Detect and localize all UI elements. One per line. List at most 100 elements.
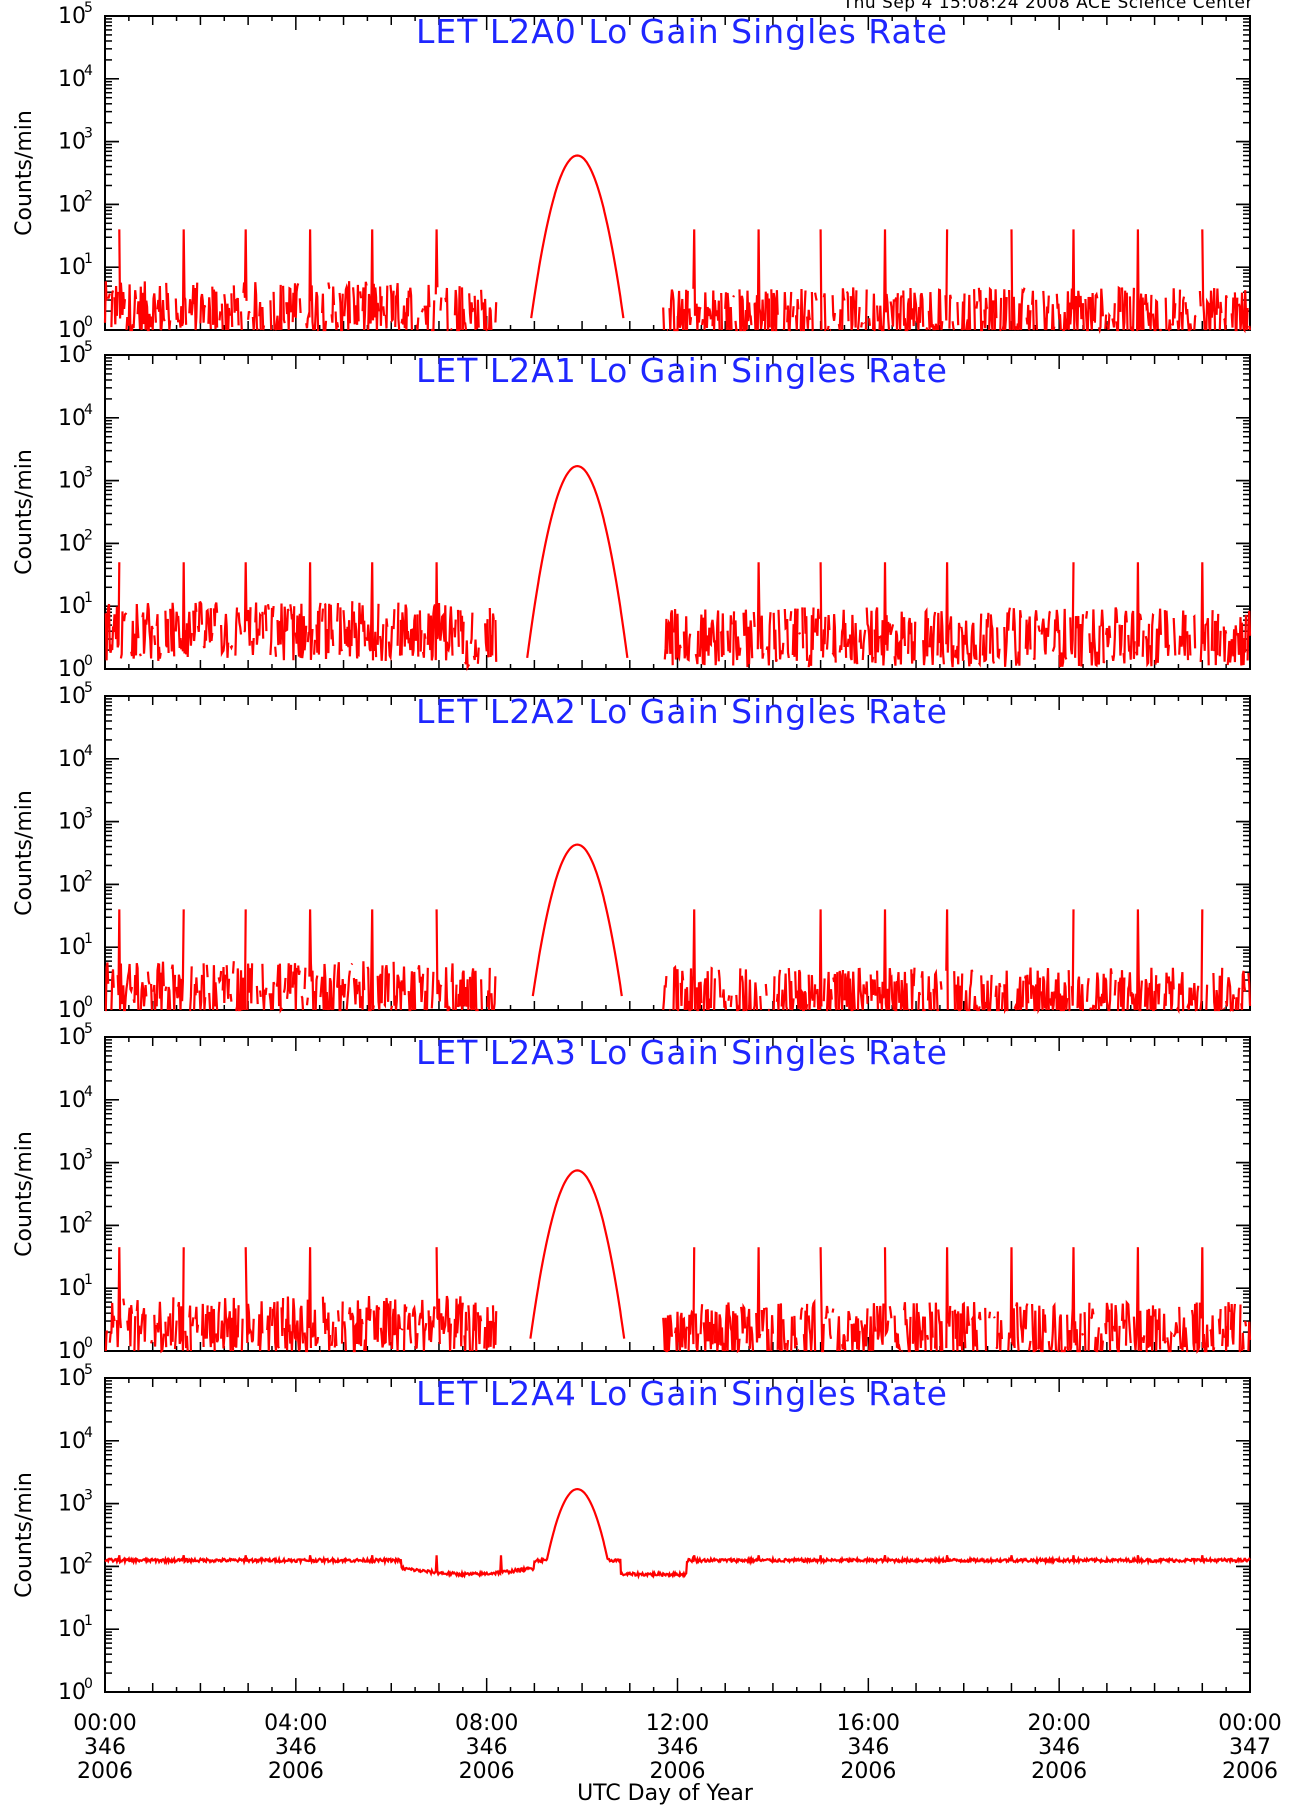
- y-tick-label: 10: [58, 469, 86, 494]
- y-tick-label: 10: [58, 1366, 86, 1391]
- y-tick-label: 10: [58, 747, 86, 772]
- y-tick-label: 10: [58, 657, 86, 682]
- x-tick-doy: 346: [466, 1735, 508, 1760]
- y-tick-exponent: 1: [84, 590, 93, 606]
- y-tick-label: 10: [58, 1554, 86, 1579]
- x-tick-time: 20:00: [1027, 1711, 1090, 1736]
- y-tick-exponent: 0: [84, 1676, 93, 1692]
- y-tick-label: 10: [58, 998, 86, 1023]
- y-tick-label: 10: [58, 343, 86, 368]
- x-tick-year: 2006: [77, 1759, 133, 1784]
- y-tick-exponent: 0: [84, 653, 93, 669]
- y-tick-exponent: 3: [84, 1147, 93, 1163]
- x-tick-year: 2006: [459, 1759, 515, 1784]
- x-tick-doy: 346: [84, 1735, 126, 1760]
- y-tick-exponent: 2: [84, 1209, 93, 1225]
- y-tick-exponent: 1: [84, 251, 93, 267]
- y-tick-label: 10: [58, 255, 86, 280]
- y-axis-label: Counts/min: [12, 449, 37, 575]
- y-tick-exponent: 2: [84, 868, 93, 884]
- y-tick-exponent: 2: [84, 527, 93, 543]
- x-tick-doy: 346: [1038, 1735, 1080, 1760]
- panel-title: LET L2A3 Lo Gain Singles Rate: [416, 1033, 948, 1072]
- y-tick-label: 10: [58, 1213, 86, 1238]
- y-tick-label: 10: [58, 1025, 86, 1050]
- y-tick-exponent: 1: [84, 931, 93, 947]
- y-tick-exponent: 5: [84, 1362, 93, 1378]
- plot-frame: [104, 695, 1251, 1011]
- x-tick-year: 2006: [840, 1759, 896, 1784]
- y-axis-label: Counts/min: [12, 1472, 37, 1598]
- y-tick-exponent: 3: [84, 126, 93, 142]
- x-tick-time: 16:00: [837, 1711, 900, 1736]
- y-tick-label: 10: [58, 1680, 86, 1705]
- y-tick-exponent: 5: [84, 0, 93, 16]
- y-tick-exponent: 2: [84, 1550, 93, 1566]
- y-tick-label: 10: [58, 810, 86, 835]
- y-tick-label: 10: [58, 130, 86, 155]
- y-tick-exponent: 4: [84, 743, 93, 759]
- y-tick-label: 10: [58, 935, 86, 960]
- y-tick-label: 10: [58, 1339, 86, 1364]
- x-axis-label: UTC Day of Year: [577, 1781, 754, 1806]
- x-tick-doy: 346: [657, 1735, 699, 1760]
- y-tick-exponent: 4: [84, 1425, 93, 1441]
- y-tick-label: 10: [58, 1276, 86, 1301]
- y-tick-exponent: 0: [84, 314, 93, 330]
- x-tick-time: 08:00: [455, 1711, 518, 1736]
- x-tick-time: 00:00: [1218, 1711, 1281, 1736]
- x-tick-doy: 347: [1229, 1735, 1271, 1760]
- y-tick-label: 10: [58, 318, 86, 343]
- data-series: [103, 154, 1252, 334]
- panel-title: LET L2A0 Lo Gain Singles Rate: [416, 12, 948, 51]
- y-axis-label: Counts/min: [12, 110, 37, 236]
- y-tick-exponent: 0: [84, 994, 93, 1010]
- y-tick-label: 10: [58, 684, 86, 709]
- y-tick-label: 10: [58, 192, 86, 217]
- y-tick-exponent: 0: [84, 1335, 93, 1351]
- plot-frame: [104, 1377, 1251, 1693]
- data-series: [104, 843, 1252, 1015]
- x-tick-doy: 346: [275, 1735, 317, 1760]
- x-tick-doy: 346: [847, 1735, 889, 1760]
- y-axis-label: Counts/min: [12, 790, 37, 916]
- y-axis-label: Counts/min: [12, 1131, 37, 1257]
- data-series: [104, 1487, 1251, 1580]
- panel-title: LET L2A2 Lo Gain Singles Rate: [416, 692, 948, 731]
- y-tick-label: 10: [58, 1617, 86, 1642]
- timestamp-header: Thu Sep 4 15:08:24 2008 ACE Science Cent…: [842, 0, 1253, 13]
- y-tick-label: 10: [58, 1429, 86, 1454]
- x-tick-year: 2006: [1222, 1759, 1278, 1784]
- x-tick-year: 2006: [268, 1759, 324, 1784]
- x-tick-year: 2006: [1031, 1759, 1087, 1784]
- y-tick-exponent: 4: [84, 1084, 93, 1100]
- plot-frame: [104, 15, 1251, 331]
- y-tick-exponent: 3: [84, 465, 93, 481]
- data-series: [104, 1169, 1252, 1354]
- y-tick-label: 10: [58, 406, 86, 431]
- y-tick-label: 10: [58, 594, 86, 619]
- y-tick-exponent: 4: [84, 63, 93, 79]
- x-tick-time: 00:00: [73, 1711, 136, 1736]
- y-tick-exponent: 3: [84, 1488, 93, 1504]
- y-tick-exponent: 5: [84, 339, 93, 355]
- y-tick-exponent: 1: [84, 1272, 93, 1288]
- y-tick-label: 10: [58, 872, 86, 897]
- x-tick-time: 12:00: [646, 1711, 709, 1736]
- x-tick-time: 04:00: [264, 1711, 327, 1736]
- y-tick-exponent: 2: [84, 188, 93, 204]
- y-tick-label: 10: [58, 67, 86, 92]
- y-tick-label: 10: [58, 1492, 86, 1517]
- y-tick-label: 10: [58, 1088, 86, 1113]
